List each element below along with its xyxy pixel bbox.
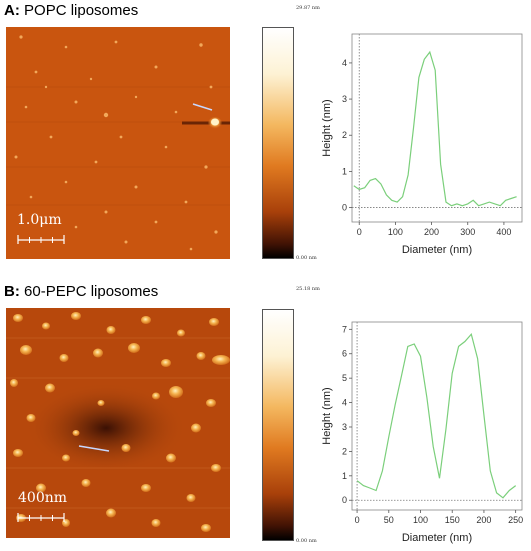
scale-bar-pepc-label: 400nm — [18, 490, 68, 506]
plot-pepc-ytick-label: 0 — [342, 495, 347, 505]
plot-pepc-xtick-label: 150 — [445, 515, 460, 525]
colorbar-popc — [262, 27, 294, 259]
height-profile-popc: 0 100 200 300 400 0 1 2 3 4 Diameter (nm) Height (n… — [300, 30, 528, 265]
plot-pepc-ytick-label: 2 — [342, 446, 347, 456]
plot-pepc-ytick-label: 4 — [342, 398, 347, 408]
height-profile-pepc: 0 50 100 150 200 250 0 1 2 3 4 5 6 7 Diameter (nm) Heig… — [300, 318, 528, 551]
plot-popc-ytick-label: 1 — [342, 166, 347, 176]
plot-popc-xtick-label: 400 — [496, 227, 511, 237]
panel-a-caption: POPC liposomes — [24, 2, 139, 19]
plot-popc-frame — [351, 33, 523, 223]
colorbar-popc-min: 0.00 nm — [296, 255, 317, 261]
plot-pepc-xtick-label: 200 — [476, 515, 491, 525]
plot-pepc-ytick-label: 1 — [342, 471, 347, 481]
afm-image-popc-svg — [6, 27, 230, 259]
height-profile-popc-svg: 0 100 200 300 400 0 1 2 3 4 Diameter (nm) Height (n… — [321, 33, 523, 256]
panel-a-title: A: POPC liposomes — [4, 2, 139, 19]
plot-popc-axes: 0 100 200 300 400 0 1 2 3 4 Diameter (nm) Height (n… — [321, 33, 523, 256]
plot-popc-ytick-label: 0 — [342, 203, 347, 213]
afm-image-pepc-svg — [6, 308, 230, 538]
afm-image-pepc — [6, 308, 230, 538]
plot-pepc-frame — [351, 321, 523, 511]
panel-a-letter: A — [4, 2, 15, 19]
plot-popc-xtick-label: 0 — [357, 227, 362, 237]
height-profile-pepc-svg: 0 50 100 150 200 250 0 1 2 3 4 5 6 7 Diameter (nm) Heig… — [321, 321, 523, 544]
scale-bar-popc — [17, 235, 65, 244]
plot-pepc-xtick-label: 100 — [413, 515, 428, 525]
panel-b-letter: B — [4, 283, 15, 300]
colorbar-pepc-min: 0.00 nm — [296, 538, 317, 544]
plot-popc-xtick-label: 300 — [460, 227, 475, 237]
plot-pepc-ytick-label: 7 — [342, 324, 347, 334]
plot-popc-ytick-label: 2 — [342, 130, 347, 140]
plot-popc-xtick-label: 100 — [388, 227, 403, 237]
colorbar-popc-max: 29.87 nm — [296, 5, 320, 11]
panel-b-title: B: 60-PEPC liposomes — [4, 283, 159, 300]
plot-pepc-ylabel: Height (nm) — [321, 387, 333, 444]
panel-b-caption: 60-PEPC liposomes — [24, 283, 159, 300]
scale-bar-pepc — [17, 513, 65, 522]
scale-bar-popc-label: 1.0μm — [17, 212, 62, 228]
plot-popc-xlabel: Diameter (nm) — [402, 244, 472, 256]
plot-pepc-xtick-label: 250 — [508, 515, 523, 525]
plot-popc-ytick-label: 3 — [342, 94, 347, 104]
plot-pepc-series-line — [356, 332, 517, 499]
plot-pepc-ytick-label: 6 — [342, 349, 347, 359]
plot-popc-ytick-label: 4 — [342, 58, 347, 68]
plot-pepc-xtick-label: 0 — [355, 515, 360, 525]
plot-pepc-ytick-label: 5 — [342, 373, 347, 383]
plot-pepc-axes: 0 50 100 150 200 250 0 1 2 3 4 5 6 7 Diameter (nm) Heig… — [321, 321, 523, 544]
plot-pepc-xtick-label: 50 — [384, 515, 394, 525]
afm-image-popc — [6, 27, 230, 259]
plot-popc-ylabel: Height (nm) — [321, 99, 333, 156]
plot-pepc-xlabel: Diameter (nm) — [402, 532, 472, 544]
plot-popc-series-line — [353, 50, 517, 207]
plot-popc-xtick-label: 200 — [424, 227, 439, 237]
plot-pepc-ytick-label: 3 — [342, 422, 347, 432]
colorbar-pepc — [262, 309, 294, 541]
colorbar-pepc-max: 25.18 nm — [296, 286, 320, 292]
